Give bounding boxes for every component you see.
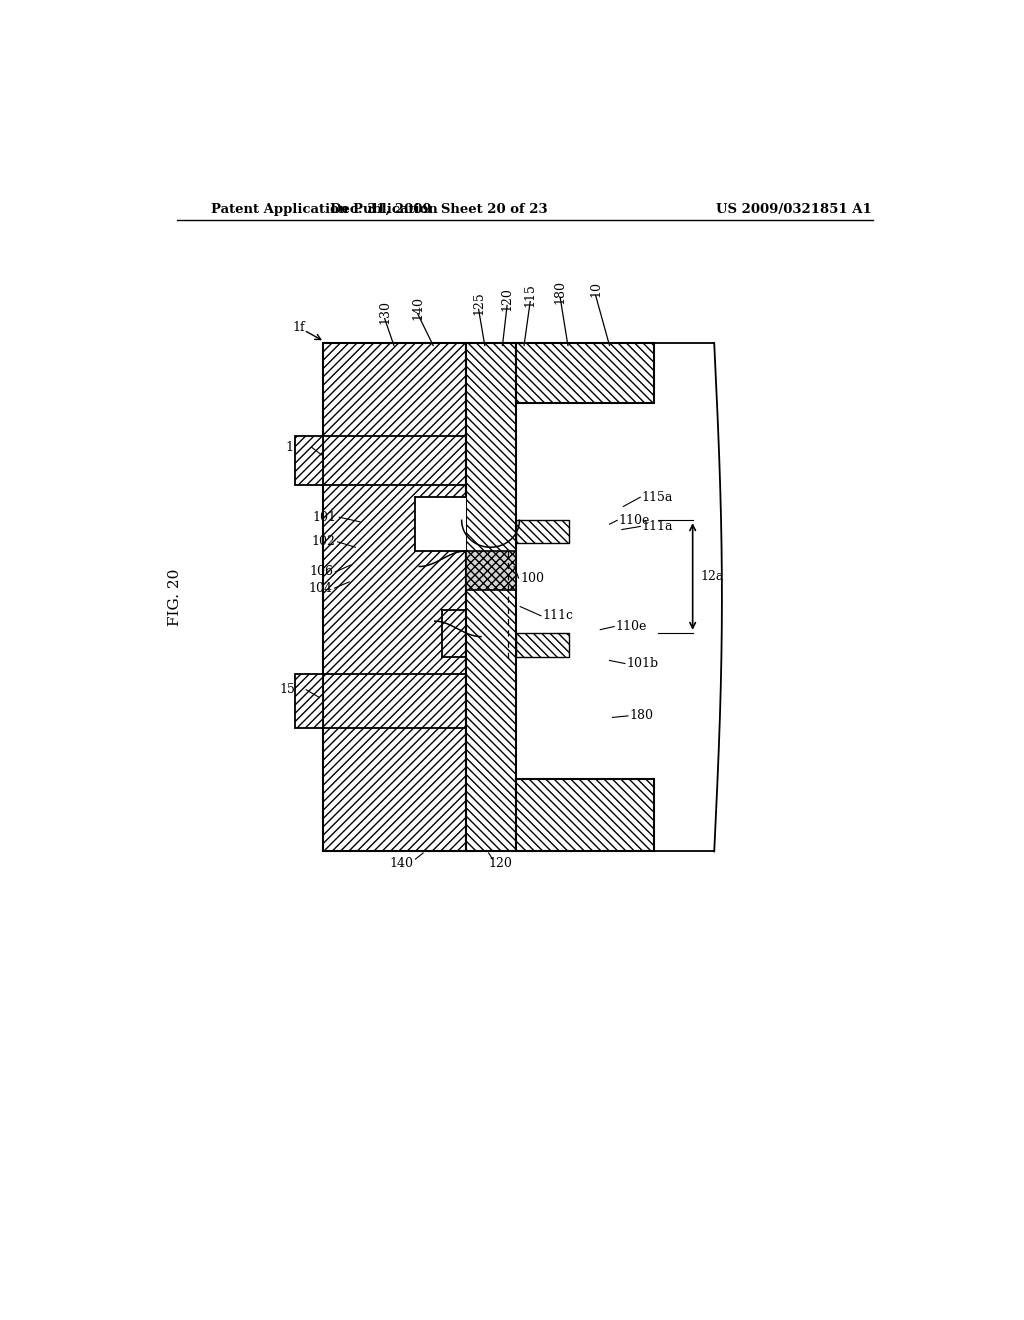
- Text: 102: 102: [311, 536, 336, 548]
- Polygon shape: [515, 520, 569, 544]
- Text: 150: 150: [286, 441, 309, 454]
- Text: 115a: 115a: [642, 491, 673, 504]
- Text: 140: 140: [389, 857, 414, 870]
- Text: Patent Application Publication: Patent Application Publication: [211, 203, 438, 215]
- Polygon shape: [295, 436, 323, 484]
- Text: 1f: 1f: [292, 321, 305, 334]
- Text: US 2009/0321851 A1: US 2009/0321851 A1: [716, 203, 871, 215]
- Polygon shape: [323, 343, 466, 851]
- Text: 115: 115: [523, 284, 537, 308]
- Polygon shape: [515, 779, 654, 851]
- Text: 130: 130: [378, 301, 391, 325]
- Text: 111a: 111a: [642, 520, 674, 533]
- Polygon shape: [515, 343, 722, 851]
- Text: Dec. 31, 2009  Sheet 20 of 23: Dec. 31, 2009 Sheet 20 of 23: [330, 203, 548, 215]
- Text: FIG. 20: FIG. 20: [168, 569, 182, 626]
- Text: 101: 101: [313, 511, 337, 524]
- Text: 110e: 110e: [618, 513, 650, 527]
- Text: 104: 104: [308, 582, 333, 594]
- Text: 101b: 101b: [627, 657, 658, 671]
- Text: 12a: 12a: [700, 570, 724, 583]
- Polygon shape: [515, 343, 654, 404]
- Text: 120: 120: [501, 288, 514, 312]
- Text: 140: 140: [412, 296, 424, 319]
- Text: 106: 106: [309, 565, 333, 578]
- Text: 111c: 111c: [543, 610, 573, 622]
- Polygon shape: [295, 675, 323, 729]
- Text: 120: 120: [488, 857, 512, 870]
- Text: 125: 125: [472, 292, 485, 315]
- Text: 10: 10: [589, 281, 602, 297]
- Polygon shape: [515, 632, 569, 657]
- Text: 110e: 110e: [615, 620, 647, 634]
- Polygon shape: [466, 552, 515, 590]
- Text: 100: 100: [520, 572, 544, 585]
- Polygon shape: [466, 343, 515, 851]
- Polygon shape: [416, 498, 466, 552]
- Text: 180: 180: [630, 709, 653, 722]
- Text: 150: 150: [280, 684, 304, 696]
- Text: 180: 180: [554, 280, 566, 304]
